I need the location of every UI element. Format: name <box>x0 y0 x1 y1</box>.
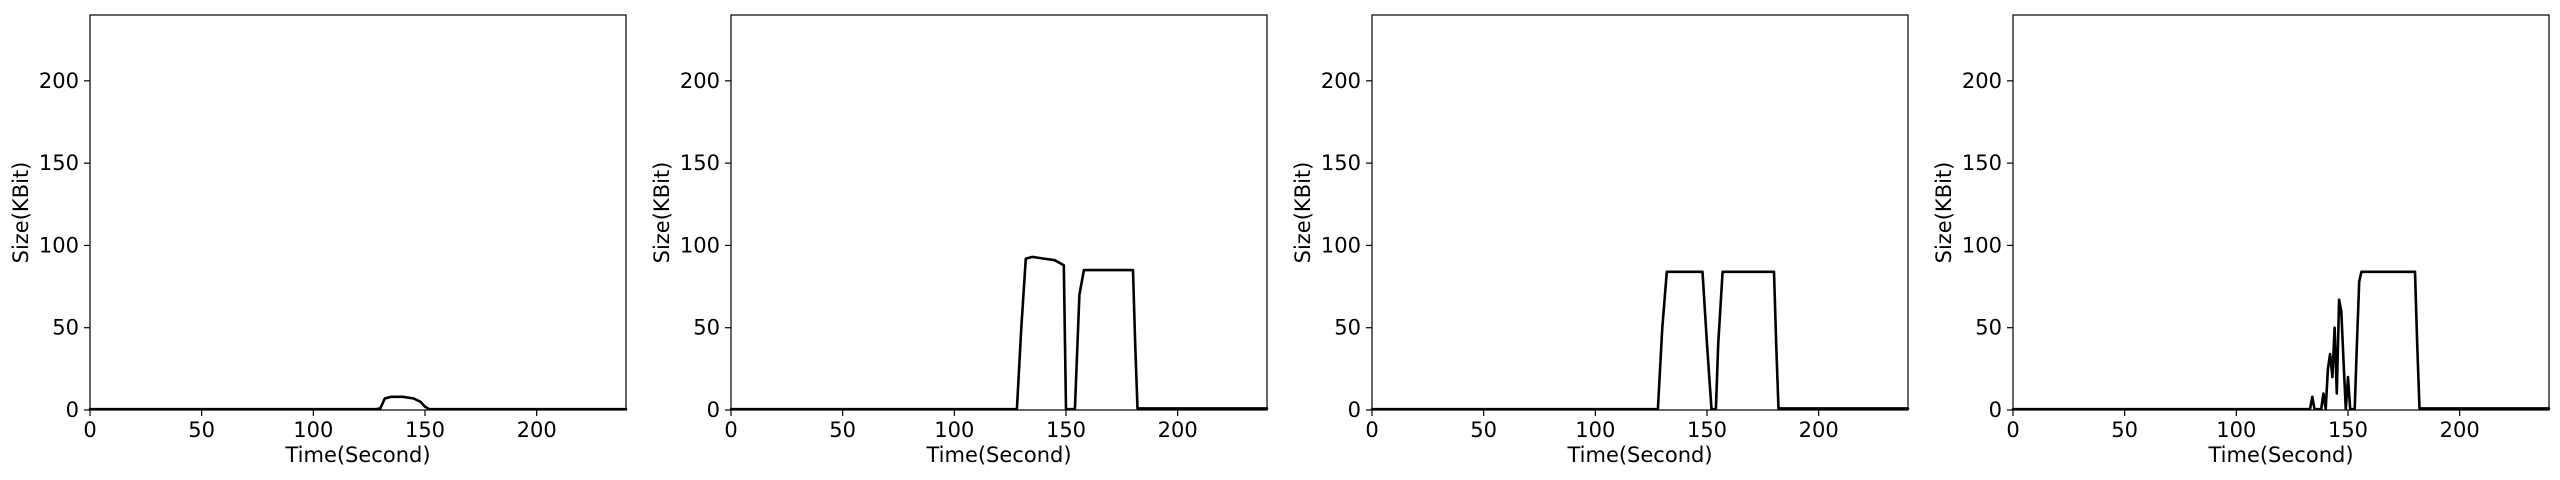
y-tick-label: 50 <box>693 316 720 340</box>
y-tick-label: 100 <box>39 233 79 257</box>
series-line-1 <box>88 395 628 411</box>
x-axis-label: Time(Second) <box>1566 443 1712 467</box>
x-tick-label: 0 <box>724 418 737 442</box>
plot-frame <box>2012 14 2550 411</box>
x-tick-label: 0 <box>2006 418 2019 442</box>
y-axis-label: Size(KBit) <box>1932 162 1956 264</box>
plot-frame <box>1371 14 1909 411</box>
y-tick-label: 0 <box>1989 398 2002 422</box>
series-line-1 <box>729 255 1269 411</box>
y-tick-label: 200 <box>39 69 79 93</box>
x-tick-label: 150 <box>2328 418 2368 442</box>
x-tick-label: 50 <box>829 418 856 442</box>
y-tick-label: 100 <box>1321 233 1361 257</box>
x-tick-label: 100 <box>1575 418 1615 442</box>
x-tick-label: 0 <box>1365 418 1378 442</box>
x-axis-label: Time(Second) <box>2207 443 2353 467</box>
x-tick-label: 100 <box>293 418 333 442</box>
y-tick-label: 0 <box>707 398 720 422</box>
y-tick-label: 0 <box>1348 398 1361 422</box>
x-tick-label: 200 <box>1158 418 1198 442</box>
chart-panel-3: 0 50 100 150 200 0 50 100 150 200 Time(Second) Size… <box>1291 14 1910 467</box>
chart-panel-1: 0 50 100 150 200 0 50 100 150 200 Time(Second) Size… <box>9 14 628 467</box>
series-line-1 <box>1370 270 1910 411</box>
y-tick-label: 150 <box>1321 151 1361 175</box>
chart-panel-4: 0 50 100 150 200 0 50 100 150 200 Time(Second) Size… <box>1932 14 2551 467</box>
x-tick-label: 0 <box>83 418 96 442</box>
y-tick-label: 150 <box>680 151 720 175</box>
y-tick-label: 100 <box>1962 233 2002 257</box>
y-tick-label: 50 <box>1975 316 2002 340</box>
x-tick-label: 200 <box>1799 418 1839 442</box>
y-tick-label: 150 <box>1962 151 2002 175</box>
y-tick-label: 50 <box>52 316 79 340</box>
x-axis-label: Time(Second) <box>284 443 430 467</box>
x-tick-label: 50 <box>188 418 215 442</box>
x-tick-label: 50 <box>1470 418 1497 442</box>
y-tick-label: 150 <box>39 151 79 175</box>
y-tick-label: 0 <box>66 398 79 422</box>
x-tick-label: 150 <box>1687 418 1727 442</box>
plot-frame <box>89 14 627 411</box>
y-axis-label: Size(KBit) <box>1291 162 1315 264</box>
x-axis-label: Time(Second) <box>925 443 1071 467</box>
y-axis-label: Size(KBit) <box>9 162 33 264</box>
chart-panel-2: 0 50 100 150 200 0 50 100 150 200 Time(Second) Size… <box>650 14 1269 467</box>
y-axis-label: Size(KBit) <box>650 162 674 264</box>
y-tick-label: 100 <box>680 233 720 257</box>
x-tick-label: 100 <box>2216 418 2256 442</box>
y-tick-label: 50 <box>1334 316 1361 340</box>
x-tick-label: 150 <box>1046 418 1086 442</box>
x-tick-label: 100 <box>934 418 974 442</box>
y-tick-label: 200 <box>680 69 720 93</box>
x-tick-label: 150 <box>405 418 445 442</box>
x-tick-label: 50 <box>2111 418 2138 442</box>
y-tick-label: 200 <box>1962 69 2002 93</box>
y-tick-label: 200 <box>1321 69 1361 93</box>
series-line-1 <box>2011 270 2551 411</box>
x-tick-label: 200 <box>2440 418 2480 442</box>
plot-frame <box>730 14 1268 411</box>
x-tick-label: 200 <box>517 418 557 442</box>
